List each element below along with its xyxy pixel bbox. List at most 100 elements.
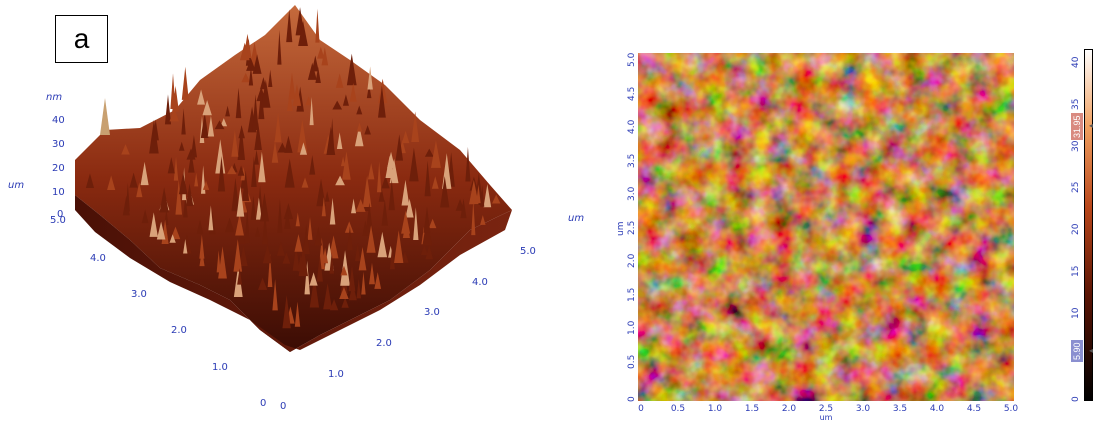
surface-spike xyxy=(238,125,245,139)
surface-spike xyxy=(254,226,261,237)
left-axis-tick-4: 4.0 xyxy=(90,253,106,264)
left-axis-tick-3: 3.0 xyxy=(131,289,147,300)
surface-spike xyxy=(469,179,479,205)
surface-spike xyxy=(424,160,431,197)
map-x-tick: 5.0 xyxy=(1003,404,1019,414)
surface-spike xyxy=(303,227,310,254)
colorbar-upper-arrow-icon: ◂ xyxy=(1089,121,1094,130)
map-x-tick: 4.0 xyxy=(929,404,945,414)
surface-spike xyxy=(251,156,257,188)
surface-spike xyxy=(328,235,339,259)
surface-spike xyxy=(420,244,428,255)
surface-spike xyxy=(424,148,434,157)
surface-spike xyxy=(348,265,356,292)
surface-spike xyxy=(248,66,254,86)
surface-spike xyxy=(231,177,240,212)
right-axis-tick-2: 2.0 xyxy=(376,338,392,349)
surface-spike xyxy=(329,252,335,274)
surface-spike xyxy=(440,176,450,208)
surface-spike xyxy=(476,184,481,204)
surface-spike xyxy=(224,217,235,233)
surface-spike xyxy=(167,157,175,174)
surface-spike xyxy=(297,254,304,272)
map-y-tick: 2.5 xyxy=(627,220,637,235)
surface-spike xyxy=(286,9,293,43)
surface-spike xyxy=(277,30,282,65)
surface-spike xyxy=(237,268,243,285)
map-y-tick: 0.5 xyxy=(627,354,637,369)
map-x-tick: 1.0 xyxy=(707,404,723,414)
surface-spike xyxy=(381,175,390,189)
surface-spike xyxy=(374,272,382,289)
surface-spike xyxy=(354,243,361,262)
surface-spike xyxy=(284,208,291,229)
colorbar-tick: 40 xyxy=(1071,56,1081,68)
surface-spike xyxy=(411,111,420,143)
surface-spike xyxy=(297,119,308,153)
surface-spike xyxy=(401,210,411,234)
surface-spike xyxy=(329,299,339,311)
surface-spike xyxy=(235,87,242,119)
surface-spike xyxy=(389,158,399,184)
colorbar-tick: 35 xyxy=(1071,98,1081,110)
surface-spike xyxy=(152,119,159,141)
surface-spike xyxy=(298,20,308,46)
right-axis-tick-3: 3.0 xyxy=(424,307,440,318)
surface-spike xyxy=(405,198,414,218)
surface-spike xyxy=(301,177,309,188)
surface-spike xyxy=(121,144,130,155)
map-y-unit: um xyxy=(616,221,626,236)
left-axis-tick-2: 2.0 xyxy=(171,325,187,336)
surface-spike xyxy=(200,112,209,138)
surface-spike xyxy=(202,180,210,190)
surface-spike xyxy=(254,122,262,151)
surface-spike xyxy=(237,124,246,160)
z-tick-30: 30 xyxy=(52,139,65,150)
surface-spike xyxy=(283,203,294,220)
surface-3d-plot xyxy=(75,5,512,352)
surface-spike xyxy=(141,209,149,224)
surface-spike xyxy=(377,231,388,258)
map-y-tick: 3.5 xyxy=(627,153,637,168)
surface-spike xyxy=(216,250,221,273)
map-x-tick: 1.5 xyxy=(744,404,760,414)
surface-spike xyxy=(309,96,314,126)
height-map-image xyxy=(638,53,1014,401)
surface-spike xyxy=(202,100,212,116)
surface-spike xyxy=(267,253,273,287)
surface-spike xyxy=(196,219,204,235)
surface-spike xyxy=(304,260,310,295)
surface-spike xyxy=(252,94,259,130)
surface-spike xyxy=(378,187,385,202)
surface-spike xyxy=(307,217,313,240)
surface-spike xyxy=(316,254,323,282)
surface-spike xyxy=(225,105,231,117)
surface-spike xyxy=(358,246,367,271)
z-tick-10: 10 xyxy=(52,187,65,198)
surface-spike xyxy=(169,234,176,243)
surface-spike xyxy=(376,161,382,193)
surface-spike xyxy=(272,279,278,311)
surface-spike xyxy=(186,148,196,160)
surface-spike xyxy=(277,198,283,233)
surface-spike xyxy=(425,244,433,260)
surface-spike xyxy=(471,199,476,236)
surface-spike xyxy=(323,283,333,310)
colorbar-tick: 30 xyxy=(1071,140,1081,152)
surface-spike xyxy=(483,184,492,208)
surface-spike xyxy=(292,83,302,106)
colorbar-tick: 15 xyxy=(1071,265,1081,277)
surface-spike xyxy=(336,132,343,150)
surface-spike xyxy=(237,227,247,244)
surface-spike xyxy=(332,100,343,110)
surface-spike xyxy=(239,245,248,267)
surface-spike xyxy=(394,230,404,264)
surface-spike xyxy=(231,130,239,157)
surface-spike xyxy=(309,272,318,286)
map-y-tick: 3.0 xyxy=(627,186,637,201)
surface-spike xyxy=(185,183,194,207)
surface-spike xyxy=(428,218,437,229)
surface-spike xyxy=(355,199,366,212)
surface-spike xyxy=(271,140,279,163)
left-axis-tick-0: 0 xyxy=(260,398,267,409)
